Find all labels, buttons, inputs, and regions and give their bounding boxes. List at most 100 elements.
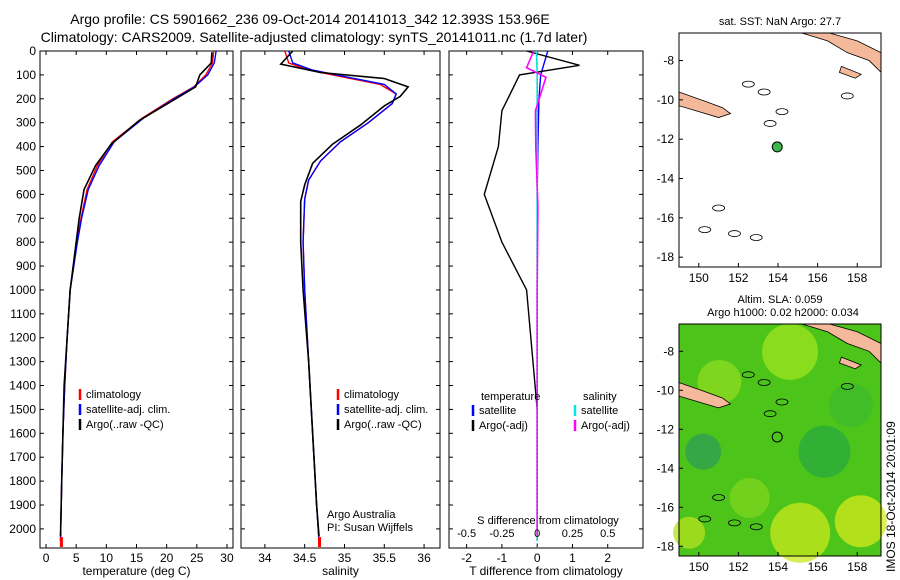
y-tick-label: -16 [657, 211, 675, 225]
series-line-satellite-adj-clim- [59, 50, 217, 541]
island-outline [712, 204, 726, 212]
island-outline [741, 80, 755, 88]
x-tick-label: 152 [728, 560, 748, 574]
island-outline [698, 226, 712, 234]
island-outline [698, 515, 712, 523]
y-tick-label: 1900 [9, 498, 36, 512]
y-tick-label: -10 [657, 383, 675, 397]
annotation-line: PI: Susan Wijffels [327, 522, 413, 534]
annotation-line: Argo Australia [327, 509, 396, 521]
series-line-temperature-satellite [536, 50, 549, 541]
island-outline [757, 379, 771, 386]
bottom-marker [318, 537, 322, 547]
series-line-argo-raw-qc- [59, 52, 213, 537]
x-tick-label: 156 [808, 271, 828, 285]
legend-label: climatology [344, 389, 400, 401]
island-outline [840, 92, 854, 100]
island-outline [775, 398, 789, 406]
y-tick-label: 400 [16, 140, 36, 154]
argo-position-marker [771, 431, 783, 443]
x-tick-label: 2 [604, 551, 611, 565]
x-tick-label: 20 [160, 551, 174, 565]
y-tick-label: 600 [16, 187, 36, 201]
sla-patch [673, 516, 706, 549]
legend-label: climatology [86, 389, 142, 401]
y-tick-label: 500 [16, 163, 36, 177]
y-tick-label: -8 [663, 344, 674, 358]
x-tick-label: 150 [689, 560, 709, 574]
y-tick-label: 700 [16, 211, 36, 225]
y-tick-label: -18 [657, 250, 675, 264]
legend-label: Argo(-adj) [581, 420, 630, 432]
series-line-salinity-argo-adj- [525, 50, 547, 537]
chart-title: Argo profile: CS 5901662_236 09-Oct-2014… [70, 11, 550, 27]
y-tick-label: 1000 [9, 283, 36, 297]
series-line-satellite-adj-clim- [288, 50, 398, 541]
chart-subtitle: Climatology: CARS2009. Satellite-adjuste… [40, 29, 588, 45]
y-tick-label: -8 [663, 54, 674, 68]
sla-patch [762, 323, 819, 380]
x-axis-label: temperature (deg C) [82, 564, 190, 578]
legend-header: temperature [481, 391, 540, 403]
land-new-guinea [678, 91, 732, 118]
island-outline [840, 382, 854, 390]
y-tick-label: 0 [29, 44, 36, 58]
land-island [838, 65, 863, 79]
y-tick-label: 1700 [9, 450, 36, 464]
sla-patch [828, 383, 873, 428]
y-tick-label: 800 [16, 235, 36, 249]
y-tick-label: -18 [657, 539, 675, 553]
y-tick-label: 1600 [9, 426, 36, 440]
land-new-guinea [678, 381, 732, 409]
x-tick-label: 1 [569, 551, 576, 565]
argo-position-marker [771, 141, 783, 153]
x-tick-label: 152 [728, 271, 748, 285]
map-subtitle: Argo h1000: 0.02 h2000: 0.034 [707, 307, 859, 319]
x-tick-label: -1 [497, 551, 508, 565]
y-tick-label: -10 [657, 93, 675, 107]
x-tick-label: 156 [808, 560, 828, 574]
x-tick-label: 0 [534, 551, 541, 565]
map-title: Altim. SLA: 0.059 [738, 294, 823, 306]
y-tick-label: 1200 [9, 331, 36, 345]
sla-patch [685, 433, 722, 470]
map-frame [678, 32, 882, 268]
y-tick-label: 1300 [9, 355, 36, 369]
y-tick-label: 1400 [9, 379, 36, 393]
plot-frame [448, 50, 644, 549]
y-tick-label: -12 [657, 132, 675, 146]
legend-label: Argo(..raw -QC) [344, 419, 422, 431]
x-tick-label: 158 [847, 271, 867, 285]
x-tick-label: 150 [689, 271, 709, 285]
series-line-climatology [59, 50, 215, 541]
y-tick-label: 100 [16, 68, 36, 82]
s-tick-label: -0.5 [457, 528, 476, 540]
x-tick-label: 154 [768, 271, 788, 285]
series-line-argo-raw-qc- [279, 50, 410, 537]
island-outline [741, 371, 755, 379]
secondary-axis-label: S difference from climatology [477, 515, 619, 527]
s-tick-label: 0 [534, 528, 540, 540]
x-tick-label: 34.5 [293, 551, 317, 565]
x-tick-label: 36 [417, 551, 431, 565]
x-tick-label: 30 [220, 551, 234, 565]
y-tick-label: 1800 [9, 474, 36, 488]
series-line-temperature-argo-adj- [483, 50, 580, 537]
legend-label: satellite [581, 405, 618, 417]
island-outline [728, 230, 741, 237]
x-tick-label: 15 [130, 551, 144, 565]
y-tick-label: 300 [16, 116, 36, 130]
y-tick-label: -16 [657, 500, 675, 514]
x-tick-label: 5 [73, 551, 80, 565]
sla-patch [798, 425, 851, 478]
x-axis-label: T difference from climatology [469, 564, 623, 578]
x-axis-label: salinity [322, 564, 359, 578]
legend-label: Argo(-adj) [479, 420, 528, 432]
legend-label: satellite [479, 405, 516, 417]
x-tick-label: 25 [190, 551, 204, 565]
legend-label: satellite-adj. clim. [86, 404, 170, 416]
bottom-marker [59, 537, 63, 547]
x-tick-label: 34 [258, 551, 272, 565]
x-tick-label: 35 [338, 551, 352, 565]
